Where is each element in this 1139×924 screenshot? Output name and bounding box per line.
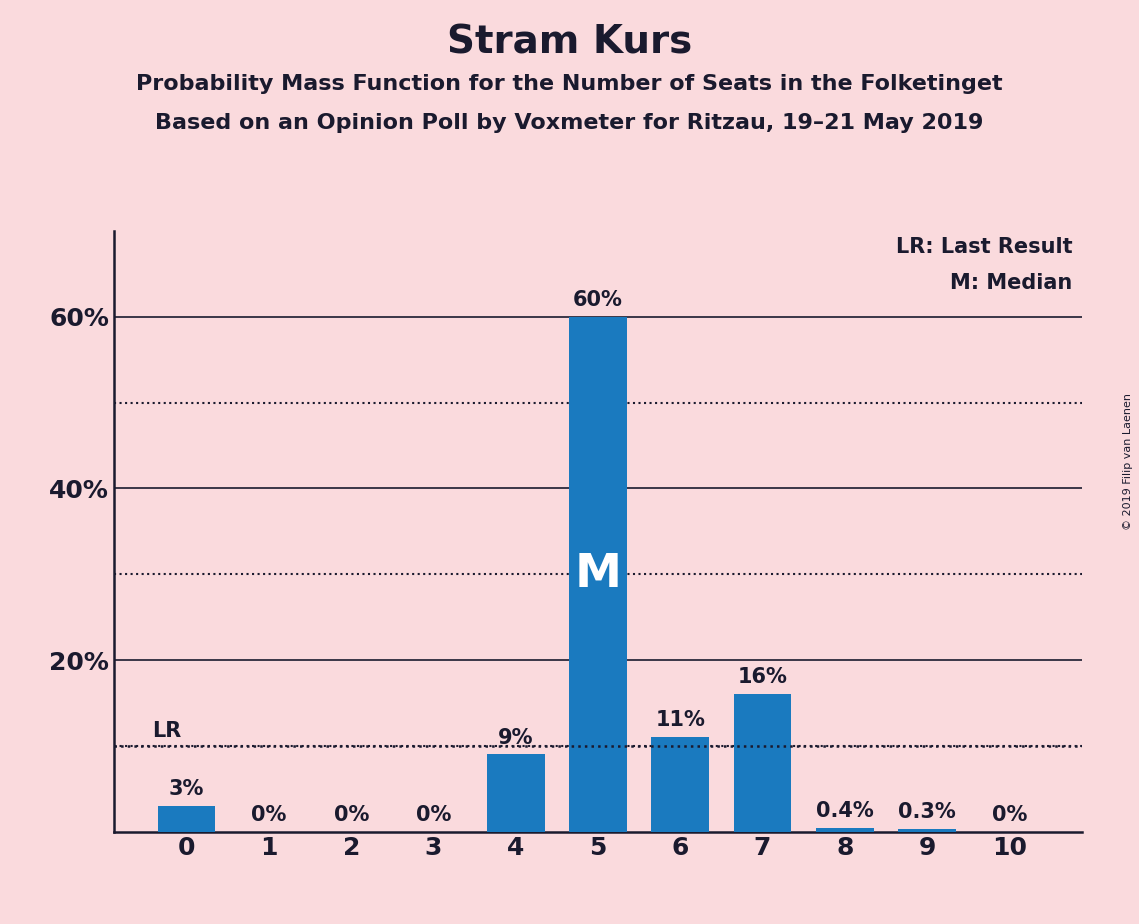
Bar (734, 694, 792, 832)
Text: © 2019 Filip van Laenen: © 2019 Filip van Laenen (1123, 394, 1133, 530)
Text: M: Median: M: Median (950, 273, 1073, 293)
Bar (158, 806, 215, 832)
Text: 0%: 0% (252, 805, 287, 825)
Text: 0.3%: 0.3% (899, 802, 956, 822)
Bar (570, 317, 626, 832)
Bar (652, 737, 708, 832)
Text: 3%: 3% (169, 779, 204, 799)
Text: 60%: 60% (573, 290, 623, 310)
Text: M: M (574, 552, 622, 597)
Bar (899, 829, 956, 832)
Text: Probability Mass Function for the Number of Seats in the Folketinget: Probability Mass Function for the Number… (137, 74, 1002, 94)
Bar (487, 754, 544, 832)
Text: 16%: 16% (738, 667, 787, 687)
Bar (816, 828, 874, 832)
Text: 0.4%: 0.4% (816, 801, 874, 821)
Text: 0%: 0% (992, 805, 1027, 825)
Text: 11%: 11% (655, 711, 705, 730)
Text: LR: LR (153, 721, 181, 741)
Text: LR: Last Result: LR: Last Result (895, 237, 1073, 257)
Text: 0%: 0% (416, 805, 451, 825)
Text: 0%: 0% (334, 805, 369, 825)
Text: Based on an Opinion Poll by Voxmeter for Ritzau, 19–21 May 2019: Based on an Opinion Poll by Voxmeter for… (155, 113, 984, 133)
Text: 9%: 9% (498, 727, 533, 748)
Text: Stram Kurs: Stram Kurs (446, 23, 693, 61)
